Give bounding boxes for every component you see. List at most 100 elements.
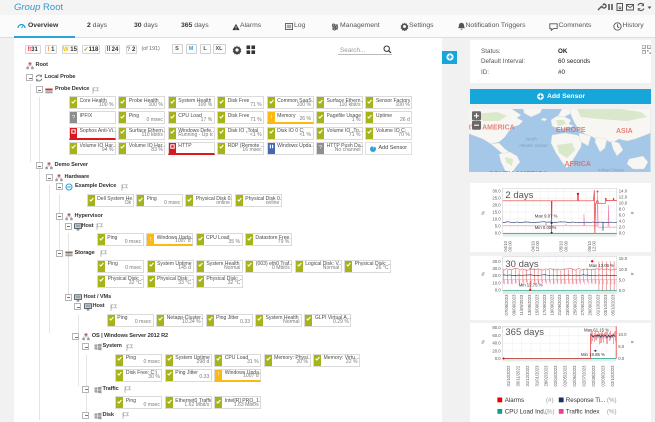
svg-text:02/08/2023: 02/08/2023: [591, 364, 596, 386]
svg-text:#: #: [630, 272, 635, 275]
svg-text:#: #: [630, 211, 635, 214]
svg-text:ASIA: ASIA: [616, 128, 633, 135]
svg-text:60.0: 60.0: [492, 332, 501, 337]
svg-text:15/09/2023: 15/09/2023: [534, 293, 539, 315]
svg-text:15.0: 15.0: [492, 210, 501, 215]
svg-text:Max 61.15 %: Max 61.15 %: [584, 327, 609, 332]
svg-text:31/10/2022: 31/10/2022: [506, 364, 511, 386]
svg-text:0.0: 0.0: [495, 356, 502, 361]
svg-text:29/09/2023: 29/09/2023: [588, 293, 593, 315]
svg-text:EUROPE: EUROPE: [556, 127, 586, 134]
svg-text:09/09/2023: 09/09/2023: [512, 293, 517, 315]
svg-text:0.0: 0.0: [495, 287, 502, 292]
svg-text:Max 13.06 %: Max 13.06 %: [589, 263, 614, 268]
svg-text:02/09/2023: 02/09/2023: [600, 364, 605, 386]
svg-text:30.0: 30.0: [492, 189, 501, 194]
svg-text:31/01/2023: 31/01/2023: [534, 364, 539, 386]
svg-text:02/06/2023: 02/06/2023: [572, 364, 577, 386]
svg-text:Alarms: Alarms: [505, 397, 524, 404]
svg-text:5.0: 5.0: [618, 344, 625, 349]
svg-text:!: !: [150, 237, 152, 242]
svg-text:04/10: 04/10: [503, 240, 508, 251]
svg-text:20.0: 20.0: [492, 273, 501, 278]
svg-text:%: %: [481, 339, 486, 343]
svg-text:02/07/2023: 02/07/2023: [582, 364, 587, 386]
svg-text:#: #: [630, 340, 635, 343]
svg-text:0.0: 0.0: [619, 230, 626, 235]
svg-text:!: !: [270, 115, 272, 120]
svg-text:Min 19.85 %: Min 19.85 %: [581, 352, 605, 357]
svg-text:12:00: 12:00: [535, 240, 540, 251]
svg-text:05/10: 05/10: [587, 240, 592, 251]
svg-text:10.0: 10.0: [618, 332, 627, 337]
svg-text:Indian Ocean: Indian Ocean: [598, 167, 625, 172]
svg-text:15.0: 15.0: [619, 256, 628, 261]
svg-text:05/10/2023: 05/10/2023: [610, 293, 615, 315]
svg-text:25.0: 25.0: [492, 196, 501, 201]
svg-text:02/04/2023: 02/04/2023: [553, 364, 558, 386]
svg-text:6.0: 6.0: [619, 213, 626, 218]
svg-text:8.0: 8.0: [619, 207, 626, 212]
svg-text:04/10: 04/10: [531, 240, 536, 251]
svg-text:20.0: 20.0: [492, 348, 501, 353]
svg-text:4.0: 4.0: [619, 218, 626, 223]
svg-text:05/10: 05/10: [559, 240, 564, 251]
svg-text:Min 12.75 %: Min 12.75 %: [519, 282, 543, 287]
svg-text:CPU Load Ind...: CPU Load Ind...: [505, 408, 549, 415]
svg-text:31/12/2022: 31/12/2022: [525, 364, 530, 386]
svg-text:00:00: 00:00: [507, 240, 512, 251]
svg-text:02/05/2023: 02/05/2023: [563, 364, 568, 386]
svg-text:(#): (#): [546, 397, 554, 404]
svg-text:01/10/2023: 01/10/2023: [595, 293, 600, 315]
svg-text:10.0: 10.0: [492, 216, 501, 221]
svg-text:Min 0.00 %: Min 0.00 %: [535, 225, 557, 230]
svg-text:10.0: 10.0: [619, 201, 628, 206]
svg-text:23/09/2023: 23/09/2023: [565, 293, 570, 315]
svg-text:10.0: 10.0: [619, 266, 628, 271]
svg-text:17/09/2023: 17/09/2023: [542, 293, 547, 315]
svg-text:%: %: [481, 211, 486, 215]
svg-text:Response Ti...: Response Ti...: [566, 397, 606, 404]
svg-text:21/09/2023: 21/09/2023: [557, 293, 562, 315]
svg-text:North: North: [526, 136, 537, 141]
svg-text:Atlantic Ocean: Atlantic Ocean: [518, 143, 548, 148]
svg-text:02/10/2023: 02/10/2023: [610, 364, 615, 386]
svg-text:0.0: 0.0: [495, 230, 502, 235]
svg-text:20.0: 20.0: [492, 203, 501, 208]
svg-text:%: %: [481, 271, 486, 275]
svg-text:40.0: 40.0: [492, 258, 501, 263]
svg-text:80.0: 80.0: [492, 325, 501, 330]
svg-text:30.0: 30.0: [492, 266, 501, 271]
svg-text:27/09/2023: 27/09/2023: [580, 293, 585, 315]
svg-text:11/09/2023: 11/09/2023: [519, 294, 524, 315]
svg-text:40.0: 40.0: [492, 340, 501, 345]
svg-text:?: ?: [72, 115, 75, 120]
svg-text:Traffic Index: Traffic Index: [566, 408, 601, 415]
svg-text:07/09/2023: 07/09/2023: [504, 293, 509, 315]
svg-text:5.0: 5.0: [495, 223, 502, 228]
svg-text:AFRICA: AFRICA: [565, 161, 591, 168]
svg-text:03/10/2023: 03/10/2023: [603, 293, 608, 315]
svg-text:12:00: 12:00: [591, 240, 596, 251]
svg-text:(%): (%): [545, 408, 555, 415]
svg-text:2.0: 2.0: [619, 224, 626, 229]
svg-text:00:00: 00:00: [563, 240, 568, 251]
svg-text:Max 9.07 %: Max 9.07 %: [535, 214, 558, 219]
svg-text:RTH AMERICA: RTH AMERICA: [469, 124, 515, 131]
svg-text:!: !: [218, 372, 220, 377]
svg-text:28/02/2023: 28/02/2023: [544, 364, 549, 386]
svg-text:19/09/2023: 19/09/2023: [550, 293, 555, 315]
svg-text:25/09/2023: 25/09/2023: [572, 293, 577, 315]
svg-text:0.0: 0.0: [618, 356, 625, 361]
svg-text:(%): (%): [607, 408, 617, 415]
svg-text:0.0: 0.0: [619, 288, 626, 293]
svg-text:(%): (%): [607, 397, 617, 404]
svg-text:?: ?: [319, 145, 322, 150]
svg-text:10.0: 10.0: [492, 280, 501, 285]
svg-text:13/09/2023: 13/09/2023: [527, 293, 532, 315]
svg-text:5.0: 5.0: [619, 277, 626, 282]
svg-text:14.0: 14.0: [619, 189, 628, 194]
svg-text:SOUTH AMERICA: SOUTH AMERICA: [489, 171, 548, 173]
svg-text:12.0: 12.0: [619, 195, 628, 200]
svg-text:30/11/2022: 30/11/2022: [515, 365, 520, 386]
